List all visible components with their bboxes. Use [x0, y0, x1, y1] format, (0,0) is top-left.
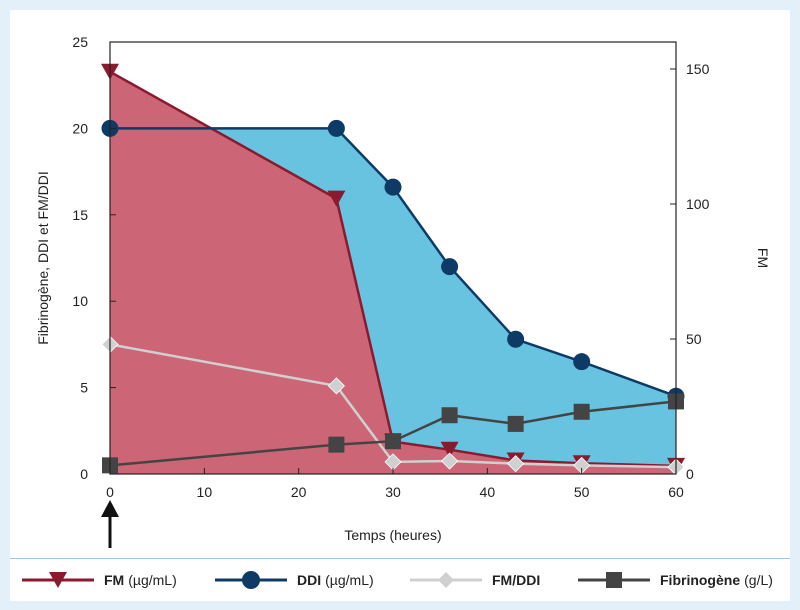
legend-unit: (g/L) — [744, 572, 773, 588]
legend-unit: (µg/mL) — [325, 572, 374, 588]
arrow-annotation — [101, 500, 119, 548]
point-fibrinog-ne — [573, 403, 590, 420]
point-fibrinog-ne — [385, 433, 401, 450]
area-fm — [110, 71, 676, 474]
y-axis-left-label: Fibrinogène, DDI et FM/DDI — [35, 171, 51, 345]
y-left-tick-label: 20 — [72, 120, 88, 136]
diamond-icon — [410, 572, 482, 588]
legend-unit: (µg/mL) — [128, 572, 177, 588]
legend-item-fm-ddi: FM/DDI — [410, 559, 544, 601]
point-fibrinog-ne — [328, 436, 345, 453]
legend-item-ddi: DDI (µg/mL) — [215, 559, 374, 601]
point-ddi — [327, 119, 345, 137]
x-tick-label: 60 — [668, 484, 684, 500]
point-fibrinog-ne — [441, 407, 458, 424]
x-axis-label: Temps (heures) — [344, 527, 441, 543]
y-right-tick-label: 50 — [686, 331, 702, 347]
y-left-tick-label: 5 — [80, 380, 88, 396]
legend-item-fm: FM (µg/mL) — [22, 559, 177, 601]
legend: FM (µg/mL) DDI (µg/mL) FM/DDI Fibrinogèn… — [10, 558, 790, 601]
y-right-tick-label: 150 — [686, 61, 710, 77]
triangle-down-icon — [22, 572, 94, 588]
y-left-tick-label: 25 — [72, 34, 88, 50]
y-left-tick-label: 10 — [72, 293, 88, 309]
legend-item-fibrinogene: Fibrinogène (g/L) — [578, 559, 773, 601]
point-fm — [440, 441, 459, 458]
y-left-tick-label: 15 — [72, 207, 88, 223]
legend-name: Fibrinogène — [660, 572, 741, 588]
y-axis-right-label: FM — [755, 248, 771, 268]
point-fm-ddi — [441, 452, 459, 470]
legend-name: FM/DDI — [492, 572, 541, 588]
point-ddi — [573, 353, 591, 371]
legend-name: FM — [104, 572, 125, 588]
y-right-tick-label: 0 — [686, 466, 694, 482]
circle-icon — [215, 571, 287, 589]
point-fm-ddi — [327, 377, 345, 395]
point-fm-ddi — [507, 455, 525, 473]
point-ddi — [384, 178, 402, 196]
point-ddi — [441, 258, 459, 276]
chart-areas — [110, 71, 676, 474]
x-tick-label: 30 — [385, 484, 401, 500]
legend-name: DDI — [297, 572, 322, 588]
x-tick-label: 50 — [574, 484, 590, 500]
square-icon — [578, 572, 650, 588]
x-tick-label: 20 — [291, 484, 307, 500]
y-left-tick-label: 0 — [80, 466, 88, 482]
x-tick-label: 40 — [480, 484, 496, 500]
point-fibrinog-ne — [507, 415, 524, 432]
y-right-tick-label: 100 — [686, 196, 710, 212]
x-tick-label: 10 — [197, 484, 213, 500]
point-fm — [327, 190, 346, 207]
point-ddi — [507, 330, 525, 348]
x-tick-label: 0 — [106, 484, 114, 500]
